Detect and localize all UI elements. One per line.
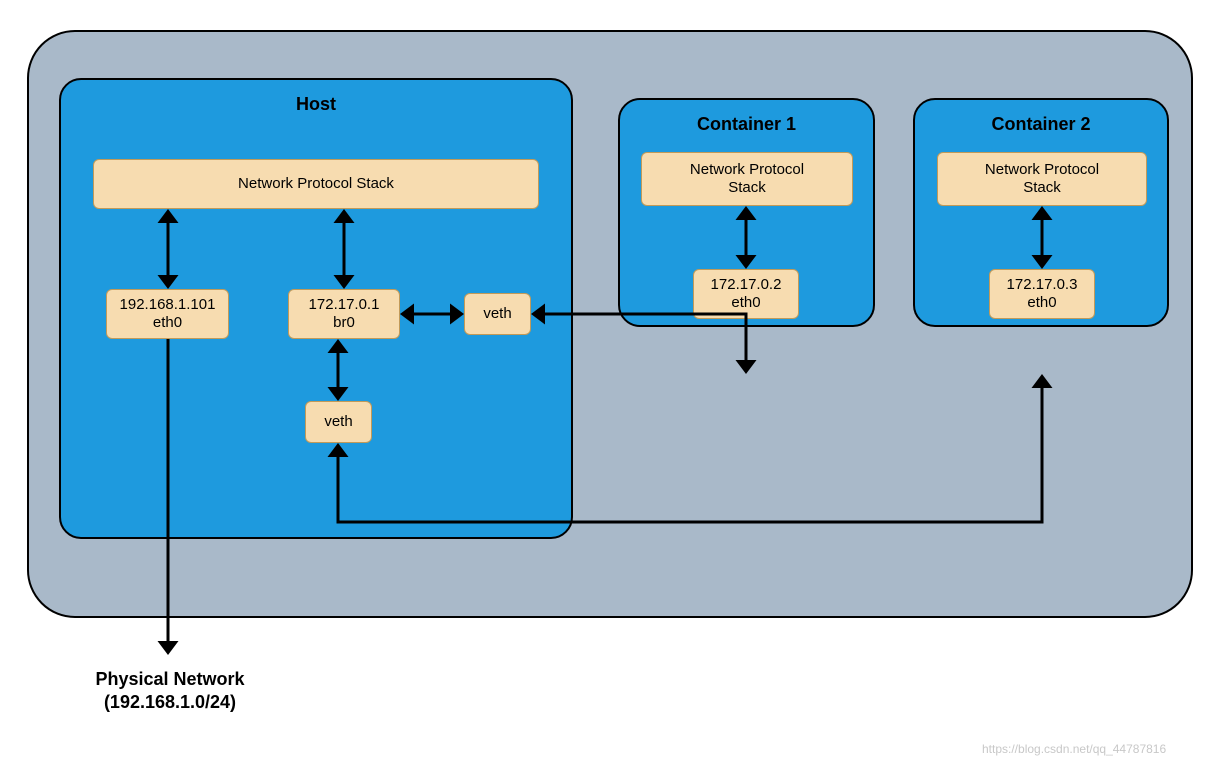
container-2-eth0: 172.17.0.3eth0 xyxy=(989,269,1095,319)
container-1-eth0: 172.17.0.2eth0 xyxy=(693,269,799,319)
container-1-network-protocol-stack: Network ProtocolStack xyxy=(641,152,853,206)
host-veth-bottom: veth xyxy=(305,401,372,443)
watermark: https://blog.csdn.net/qq_44787816 xyxy=(982,742,1166,756)
host-br0: 172.17.0.1br0 xyxy=(288,289,400,339)
host-eth0: 192.168.1.101eth0 xyxy=(106,289,229,339)
host-network-protocol-stack: Network Protocol Stack xyxy=(93,159,539,209)
panel-host-title: Host xyxy=(61,94,571,115)
host-veth-right: veth xyxy=(464,293,531,335)
panel-container-1-title: Container 1 xyxy=(620,114,873,135)
container-2-network-protocol-stack: Network ProtocolStack xyxy=(937,152,1147,206)
physical-network-label: Physical Network(192.168.1.0/24) xyxy=(60,668,280,715)
panel-container-2-title: Container 2 xyxy=(915,114,1167,135)
diagram-canvas: Host Container 1 Container 2 Network Pro… xyxy=(0,0,1222,765)
